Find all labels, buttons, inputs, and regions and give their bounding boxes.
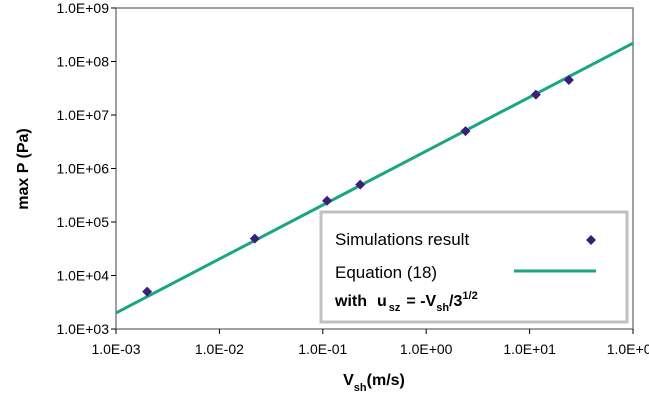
simulation-point (460, 126, 471, 137)
simulation-points-series (142, 75, 574, 297)
x-axis-title-main: V (343, 372, 354, 389)
x-tick-label: 1.0E+02 (607, 341, 649, 357)
legend-with: with (334, 293, 367, 310)
y-axis: 1.0E+03 1.0E+04 1.0E+05 1.0E+06 1.0E+07 1.0E+… (56, 0, 116, 337)
y-tick-label: 1.0E+08 (56, 54, 109, 70)
y-tick-label: 1.0E+05 (56, 214, 109, 230)
y-tick-label: 1.0E+09 (56, 0, 109, 16)
x-tick-label: 1.0E-02 (195, 341, 244, 357)
legend-entry-equation: Equation (18) (335, 263, 437, 282)
x-tick-label: 1.0E+01 (503, 341, 556, 357)
legend-entry-equation-line2: with u sz = -Vsh/31/2 (334, 290, 478, 314)
legend-sup: 1/2 (462, 290, 477, 302)
simulation-point (142, 286, 153, 297)
x-tick-label: 1.0E-01 (298, 341, 347, 357)
x-tick-label: 1.0E+00 (400, 341, 453, 357)
simulation-point (530, 89, 541, 100)
legend: Simulations result Equation (18) with u sz… (319, 210, 629, 324)
legend-u-sub: sz (389, 302, 401, 314)
y-tick-label: 1.0E+06 (56, 161, 109, 177)
legend-u: u (377, 293, 387, 310)
simulation-point (355, 179, 366, 190)
simulation-point (563, 75, 574, 86)
legend-v-sub: sh (436, 302, 449, 314)
simulation-point (322, 195, 333, 206)
legend-diamond-marker (586, 235, 596, 245)
legend-eq: = -V (406, 293, 436, 310)
y-tick-label: 1.0E+07 (56, 107, 109, 123)
x-tick-label: 1.0E-03 (91, 341, 140, 357)
legend-tail: /3 (449, 293, 462, 310)
equation-line-series (115, 41, 634, 315)
x-axis-title: Vsh(m/s) (343, 372, 405, 394)
y-axis-title: max P (Pa) (15, 128, 32, 210)
y-tick-label: 1.0E+03 (56, 321, 109, 337)
equation-line (115, 41, 634, 315)
x-axis-title-sub: sh (354, 382, 367, 394)
x-axis: 1.0E-03 1.0E-02 1.0E-01 1.0E+00 1.0E+01 1.0E+… (91, 329, 649, 357)
legend-entry-simulations: Simulations result (335, 230, 469, 249)
x-axis-title-rest: (m/s) (367, 372, 405, 389)
simulation-point (249, 233, 260, 244)
y-tick-label: 1.0E+04 (56, 268, 109, 284)
